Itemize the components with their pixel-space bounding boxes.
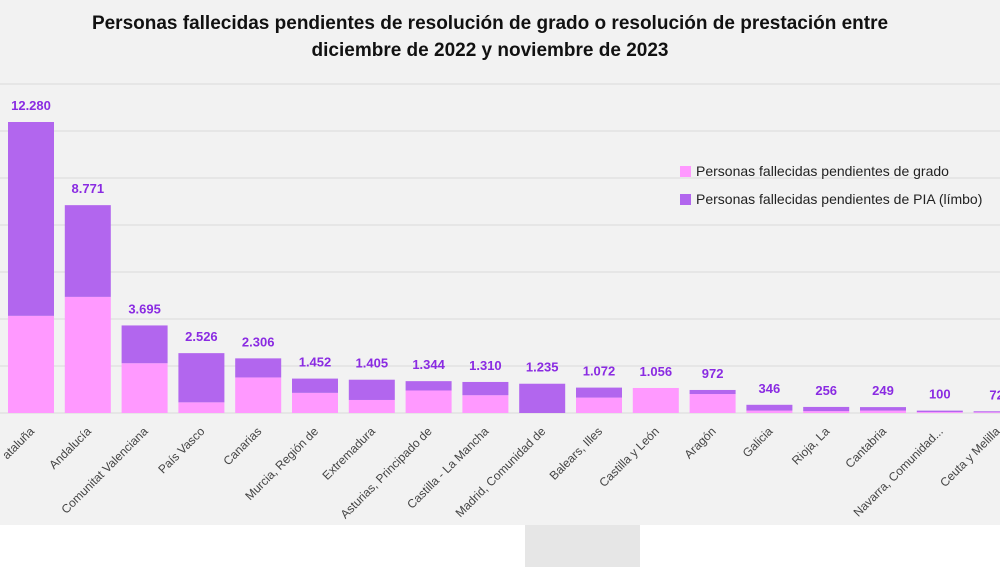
chart-title: Personas fallecidas pendientes de resolu… — [40, 10, 940, 64]
category-tick-label: Andalucía — [46, 424, 94, 472]
bar-segment-grado — [64, 296, 111, 413]
bar-segment-grado — [576, 397, 622, 413]
bar-segment-pia — [405, 381, 452, 391]
bar-segment-grado — [803, 411, 850, 413]
total-label: 2.306 — [242, 334, 275, 349]
category-tick-label: Canarias — [220, 424, 264, 468]
total-label: 972 — [702, 366, 724, 381]
bar-segment-pia — [860, 407, 906, 411]
bar-segment-pia — [576, 387, 622, 398]
bar-segment-grado — [746, 410, 793, 413]
bar-segment-pia — [292, 378, 338, 393]
category-tick-label: Ceuta y Melilla — [937, 424, 1000, 490]
bar-segment-grado — [860, 410, 906, 413]
bar-segment-grado — [916, 412, 963, 413]
bar-segment-grado — [8, 315, 54, 413]
bar-segment-grado — [405, 390, 452, 413]
total-labels: 12.280 8.771 3.695 2.526 2.306 1.452 1.405 1.34… — [11, 98, 1000, 402]
total-label: 1.056 — [640, 364, 673, 379]
legend-swatch — [680, 166, 691, 177]
bar-segment-pia — [462, 381, 509, 396]
bar-segment-pia — [121, 325, 168, 364]
total-label: 8.771 — [72, 181, 105, 196]
bar-segment-grado — [292, 392, 338, 413]
bar-segment-pia — [973, 411, 1000, 413]
bar-segment-pia — [519, 383, 566, 413]
bar-segment-pia — [916, 410, 963, 413]
category-tick-label: Rioja, La — [789, 424, 833, 468]
category-tick-label: ataluña — [0, 424, 37, 462]
bar-segment-pia — [178, 353, 225, 403]
bars — [8, 122, 1000, 413]
bar-segment-pia — [8, 122, 54, 316]
bar-segment-pia — [803, 406, 850, 412]
category-tick-label: Aragón — [681, 424, 718, 461]
category-tick-label: Extremadura — [319, 424, 378, 483]
chart-panel: Personas fallecidas pendientes de resolu… — [0, 0, 1000, 525]
total-label: 346 — [759, 381, 781, 396]
total-label: 1.405 — [356, 356, 389, 371]
legend-swatch — [680, 194, 691, 205]
bar-segment-grado — [462, 395, 509, 413]
bar-segment-grado — [178, 402, 225, 413]
bar-segment-grado — [235, 377, 282, 413]
category-tick-label: Cantabria — [842, 424, 889, 471]
bar-segment-pia — [348, 379, 395, 400]
background-shape — [525, 525, 640, 567]
total-label: 1.235 — [526, 360, 559, 375]
total-label: 2.526 — [185, 329, 218, 344]
legend-entry: Personas fallecidas pendientes de PIA (l… — [696, 191, 982, 207]
category-tick-label: Balears, Illes — [547, 424, 605, 482]
bar-segment-grado — [689, 394, 736, 413]
bar-segment-pia — [235, 358, 282, 378]
bar-segment-pia — [64, 205, 111, 297]
legend: Personas fallecidas pendientes de grado P… — [680, 163, 982, 207]
total-label: 1.452 — [299, 355, 332, 370]
total-label: 1.310 — [469, 358, 502, 373]
bar-segment-grado — [973, 412, 1000, 413]
category-tick-label: Galicia — [740, 424, 776, 460]
category-tick-label: Asturias, Principado de — [338, 424, 435, 521]
bar-segment-grado — [348, 399, 395, 413]
category-tick-label: Castilla y León — [596, 424, 662, 490]
chart-title-line-2: diciembre de 2022 y noviembre de 2023 — [311, 40, 669, 61]
legend-entry: Personas fallecidas pendientes de grado — [696, 163, 949, 179]
total-label: 100 — [929, 387, 951, 402]
total-label: 1.072 — [583, 364, 616, 379]
stacked-bar-chart: 12.280 8.771 3.695 2.526 2.306 1.452 1.405 1.34… — [0, 83, 1000, 521]
category-tick-label: País Vasco — [155, 424, 207, 476]
bar-segment-grado — [121, 363, 168, 413]
total-label: 1.344 — [412, 357, 445, 372]
total-label: 249 — [872, 383, 894, 398]
chart-title-line-1: Personas fallecidas pendientes de resolu… — [91, 13, 889, 34]
bar-segment-pia — [746, 404, 793, 411]
bar-segment-grado — [632, 387, 679, 413]
total-label: 256 — [815, 383, 837, 398]
total-label: 72 — [989, 387, 1000, 402]
bar-segment-pia — [689, 389, 736, 395]
total-label: 12.280 — [11, 98, 51, 113]
total-label: 3.695 — [128, 301, 161, 316]
